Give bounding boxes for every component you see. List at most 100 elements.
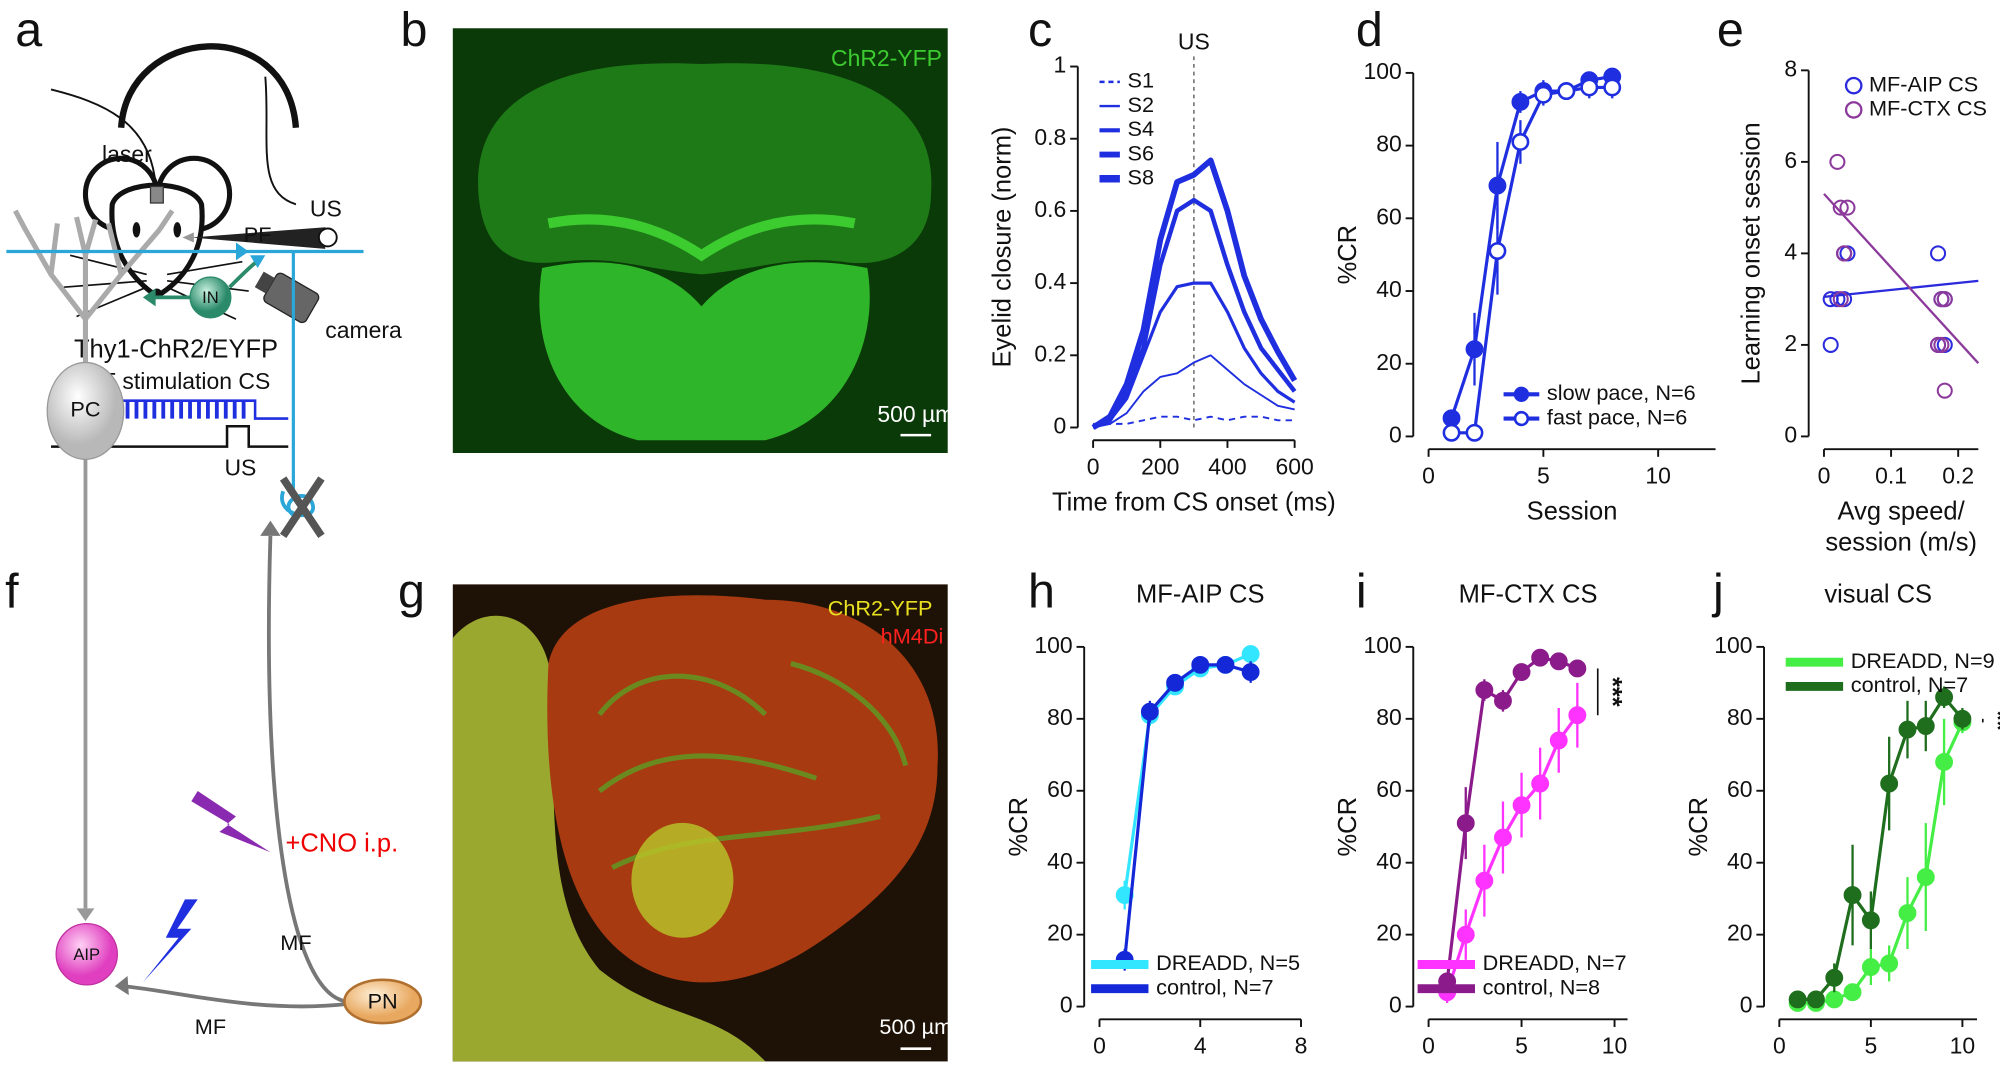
panel-g: g ChR2-YFP hM4Di 500 µm — [398, 564, 952, 1062]
legend-marker — [1513, 386, 1530, 402]
data-point — [1475, 681, 1494, 699]
data-point — [1557, 82, 1576, 101]
tissue-yellow — [452, 615, 766, 1062]
cs-pulses — [107, 400, 246, 419]
data-point — [1488, 242, 1507, 260]
legend-marker — [1513, 410, 1530, 427]
y-tick-label: 40 — [1047, 848, 1073, 874]
panel-letter: e — [1717, 3, 1744, 57]
x-tick-label: 0 — [1087, 453, 1100, 479]
data-point — [1935, 753, 1954, 771]
camera-icon — [254, 271, 320, 324]
legend-label: MF-CTX CS — [1869, 96, 1987, 121]
annotation: US — [1178, 29, 1210, 55]
data-point — [1216, 655, 1235, 674]
legend-label: S2 — [1128, 92, 1155, 117]
fit-line — [1823, 193, 1980, 364]
label: +CNO i.p. — [286, 829, 399, 857]
mossy-fiber-collateral — [121, 984, 348, 1009]
data-point — [1494, 828, 1512, 847]
y-tick-label: 20 — [1727, 920, 1753, 946]
y-tick-label: 20 — [1047, 920, 1073, 946]
legend-label: S4 — [1128, 116, 1155, 141]
label: Thy1-ChR2/EYFP — [74, 336, 278, 364]
label: ChR2-YFP — [828, 596, 933, 621]
panel-letter: g — [398, 564, 425, 618]
data-point — [1822, 336, 1839, 353]
x-axis-label: session (m/s) — [1825, 528, 1977, 556]
us-trace — [51, 424, 289, 448]
label: PN — [368, 988, 398, 1013]
y-tick-label: 100 — [1364, 58, 1402, 84]
series-line — [1091, 157, 1298, 430]
legend-label: slow pace, N=6 — [1547, 380, 1696, 405]
x-axis-label: Avg speed/ — [1838, 498, 1966, 526]
y-tick-label: 40 — [1376, 276, 1402, 302]
legend-label: S8 — [1128, 165, 1155, 190]
y-tick-label: 100 — [1364, 632, 1402, 658]
data-point — [1825, 968, 1844, 987]
panel-letter: j — [1711, 564, 1724, 618]
y-tick-label: 0 — [1389, 992, 1402, 1018]
y-axis-label: %CR — [1685, 797, 1713, 857]
y-tick-label: 100 — [1034, 632, 1072, 658]
data-point — [1843, 886, 1862, 905]
data-point — [1512, 663, 1531, 681]
data-point — [1241, 645, 1260, 664]
data-point — [1933, 336, 1950, 353]
data-point — [1953, 709, 1972, 728]
legend-label: S1 — [1128, 68, 1155, 93]
chart-title: visual CS — [1824, 581, 1932, 609]
label: camera — [325, 317, 402, 343]
air-tube — [191, 227, 326, 249]
data-point — [1861, 911, 1880, 930]
x-tick-label: 5 — [1515, 1032, 1528, 1058]
y-tick-label: 60 — [1376, 203, 1402, 229]
data-point — [1531, 648, 1550, 667]
panel-letter: a — [15, 3, 42, 57]
data-point — [1788, 990, 1807, 1009]
legend-label: MF-AIP CS — [1869, 71, 1978, 96]
data-point — [1832, 199, 1849, 216]
mf-rosette — [280, 490, 315, 519]
data-point — [1512, 796, 1531, 815]
y-tick-label: 0.6 — [1034, 196, 1066, 222]
x-tick-label: 5 — [1537, 462, 1550, 488]
data-point — [1935, 688, 1954, 707]
mossy-fiber — [267, 535, 348, 1004]
panel-f: f PF IN PC AIP PN MF MF +CNO i.p. — [5, 209, 423, 1039]
y-tick-label: 20 — [1376, 920, 1402, 946]
data-point — [1241, 663, 1260, 681]
data-point — [1836, 245, 1853, 262]
series-line — [1797, 695, 1964, 1001]
y-tick-label: 6 — [1784, 147, 1797, 173]
brainstem-shape — [539, 262, 870, 441]
in-synapse — [142, 288, 156, 307]
in-connections — [153, 261, 257, 300]
y-tick-label: 40 — [1376, 848, 1402, 874]
data-point — [1140, 702, 1159, 721]
y-tick-label: 0 — [1054, 413, 1067, 439]
series-line — [1092, 354, 1295, 429]
y-tick-label: 80 — [1376, 131, 1402, 157]
y-tick-label: 0 — [1060, 992, 1073, 1018]
x-tick-label: 0.1 — [1875, 462, 1907, 488]
data-point — [1829, 153, 1846, 170]
synapse — [235, 242, 266, 269]
labelled-region — [631, 822, 734, 938]
y-axis-label: %CR — [1334, 797, 1362, 857]
y-tick-label: 20 — [1376, 349, 1402, 375]
label: US — [310, 196, 342, 222]
data-point — [1549, 652, 1568, 671]
y-tick-label: 100 — [1714, 632, 1752, 658]
x-tick-label: 10 — [1602, 1032, 1628, 1058]
series-line — [1797, 721, 1964, 1005]
label: hM4Di — [881, 624, 944, 649]
data-point — [1475, 871, 1494, 890]
label: AIP — [73, 945, 100, 964]
mouse-eye — [173, 222, 182, 238]
panel-letter: i — [1356, 564, 1367, 618]
panel-letter: b — [401, 3, 428, 57]
x-tick-label: 0 — [1773, 1032, 1786, 1058]
label: MF — [195, 1014, 226, 1039]
